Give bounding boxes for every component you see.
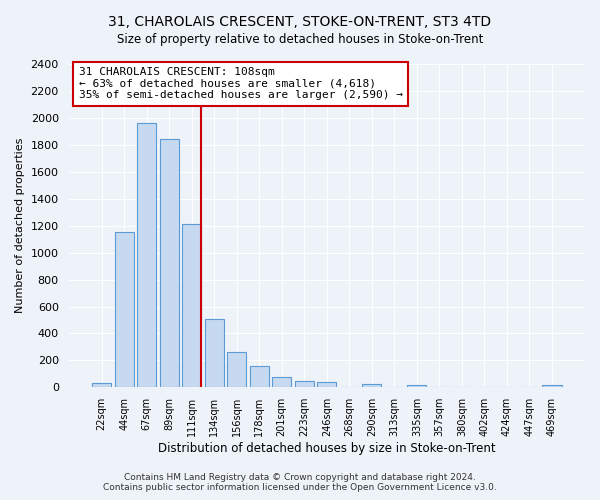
Bar xyxy=(92,384,111,388)
Bar xyxy=(362,384,382,388)
Text: Size of property relative to detached houses in Stoke-on-Trent: Size of property relative to detached ho… xyxy=(117,32,483,46)
Bar xyxy=(250,366,269,388)
Bar xyxy=(317,382,337,388)
Bar xyxy=(137,124,156,388)
Bar xyxy=(542,384,562,388)
Bar xyxy=(295,381,314,388)
Bar xyxy=(160,140,179,388)
Bar xyxy=(272,376,291,388)
Bar xyxy=(205,318,224,388)
Text: 31 CHAROLAIS CRESCENT: 108sqm
← 63% of detached houses are smaller (4,618)
35% o: 31 CHAROLAIS CRESCENT: 108sqm ← 63% of d… xyxy=(79,67,403,100)
Bar xyxy=(227,352,246,388)
X-axis label: Distribution of detached houses by size in Stoke-on-Trent: Distribution of detached houses by size … xyxy=(158,442,496,455)
Bar xyxy=(182,224,201,388)
Y-axis label: Number of detached properties: Number of detached properties xyxy=(15,138,25,314)
Text: 31, CHAROLAIS CRESCENT, STOKE-ON-TRENT, ST3 4TD: 31, CHAROLAIS CRESCENT, STOKE-ON-TRENT, … xyxy=(109,15,491,29)
Bar xyxy=(115,232,134,388)
Bar xyxy=(407,386,427,388)
Text: Contains HM Land Registry data © Crown copyright and database right 2024.
Contai: Contains HM Land Registry data © Crown c… xyxy=(103,473,497,492)
